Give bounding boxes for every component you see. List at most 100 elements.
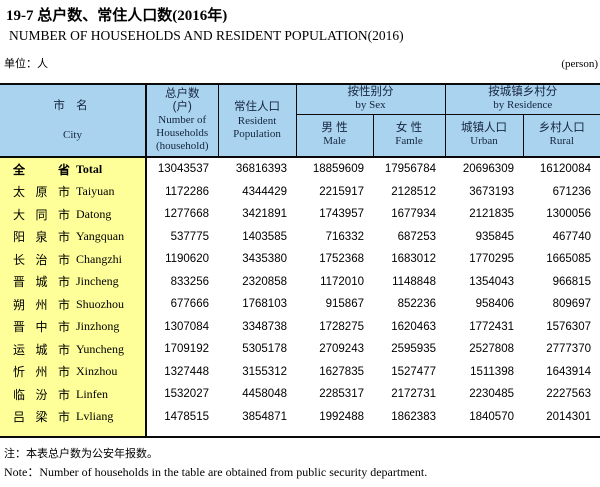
page-title-en: NUMBER OF HOUSEHOLDS AND RESIDENT POPULA…	[9, 28, 404, 43]
col-header-rural: 乡村人口 Rural	[522, 114, 600, 157]
cell-households: 1172286	[165, 185, 209, 198]
cell-female: 1148848	[392, 275, 436, 288]
col-group-by-residence-en: by Residence	[493, 99, 553, 112]
col-header-city-zh: 市 名	[53, 99, 92, 112]
table-row: 大 同 市 Datong 1277668 3421891 1743957 1677934 2…	[0, 203, 600, 226]
cell-male: 2709243	[319, 343, 364, 356]
col-header-rural-zh: 乡村人口	[538, 122, 585, 135]
cell-households: 1307084	[164, 320, 209, 333]
cell-male: 2215917	[319, 185, 364, 198]
cell-rural: 966815	[552, 275, 591, 288]
city-name-zh: 阳 泉 市	[13, 230, 70, 245]
col-header-male-zh: 男 性	[321, 122, 348, 135]
table-row: 朔 州 市 Shuozhou 677666 1768103 915867 852236 95…	[0, 293, 600, 316]
cell-households: 1709192	[164, 343, 209, 356]
col-group-by-sex-zh: 按性别分	[347, 86, 394, 99]
city-name-zh: 晋 中 市	[13, 320, 70, 335]
cell-female: 687253	[397, 230, 436, 243]
cell-female: 2172731	[391, 388, 436, 401]
cell-rural: 2014301	[546, 410, 591, 423]
cell-population: 1403585	[242, 230, 287, 243]
city-name-en: Jincheng	[76, 274, 119, 289]
cell-urban: 1770295	[469, 253, 514, 266]
cell-urban: 1772431	[469, 320, 514, 333]
col-group-by-residence: 按城镇乡村分 by Residence	[444, 84, 600, 115]
unit-row: 单位：人 (person)	[4, 57, 598, 71]
col-header-households-zh: 总户数 (户)	[165, 88, 200, 113]
cell-population: 3435380	[242, 253, 287, 266]
cell-male: 1728275	[319, 320, 364, 333]
table-row: 全 省 Total 13043537 36816393 18859609 17956784…	[0, 157, 600, 181]
cell-female: 17956784	[384, 163, 436, 176]
table-row: 长 治 市 Changzhi 1190620 3435380 1752368 168301…	[0, 248, 600, 271]
cell-households: 13043537	[157, 163, 209, 176]
cell-households: 833256	[170, 275, 209, 288]
cell-population: 3421891	[242, 208, 287, 221]
spacer-city-cell	[0, 428, 147, 437]
cell-population: 3348738	[242, 320, 287, 333]
city-name-en: Lvliang	[76, 409, 114, 424]
cell-male: 1992488	[319, 410, 364, 423]
col-header-female-en: Famle	[395, 135, 423, 148]
table-row: 晋 城 市 Jincheng 833256 2320858 1172010 1148848…	[0, 270, 600, 293]
cell-households: 1532027	[164, 388, 209, 401]
city-name-zh: 大 同 市	[13, 207, 70, 222]
spacer-data-cell	[146, 428, 600, 437]
cell-male: 18859609	[312, 163, 364, 176]
col-header-rural-en: Rural	[549, 135, 574, 148]
table-row: 吕 梁 市 Lvliang 1478515 3854871 1992488 1862383…	[0, 405, 600, 428]
cell-city: 临 汾 市 Linfen	[0, 383, 147, 406]
table-header: 市 名 City 总户数 (户) Number of Households (h…	[0, 84, 600, 157]
city-name-zh: 全 省	[13, 162, 70, 177]
cell-urban: 935845	[475, 230, 514, 243]
city-name-en: Taiyuan	[76, 184, 115, 199]
cell-city: 全 省 Total	[0, 157, 147, 181]
cell-city: 吕 梁 市 Lvliang	[0, 405, 147, 428]
cell-rural: 2227563	[546, 388, 591, 401]
col-header-population-en: Resident Population	[233, 114, 281, 140]
cell-urban: 3673193	[469, 185, 514, 198]
cell-male: 1172010	[320, 275, 364, 288]
cell-population: 1768103	[242, 298, 287, 311]
cell-city: 朔 州 市 Shuozhou	[0, 293, 147, 316]
cell-population: 4458048	[242, 388, 287, 401]
city-name-zh: 运 城 市	[13, 342, 70, 357]
city-name-zh: 临 汾 市	[13, 387, 70, 402]
cell-female: 2128512	[391, 185, 436, 198]
cell-urban: 2121835	[469, 208, 514, 221]
city-name-en: Linfen	[76, 386, 108, 401]
cell-city: 长 治 市 Changzhi	[0, 248, 147, 271]
table-row: 运 城 市 Yuncheng 1709192 5305178 2709243 259593…	[0, 338, 600, 361]
col-group-by-sex-en: by Sex	[355, 99, 386, 112]
col-header-city-en: City	[63, 128, 82, 141]
col-header-households: 总户数 (户) Number of Households (household)	[145, 84, 218, 157]
col-header-city: 市 名 City	[0, 84, 147, 157]
col-header-urban-en: Urban	[470, 135, 498, 148]
note-zh: 注：本表总户数为公安年报数。	[4, 448, 158, 460]
city-name-zh: 晋 城 市	[13, 275, 70, 290]
cell-households: 1478515	[164, 410, 209, 423]
cell-population: 3155312	[242, 365, 287, 378]
cell-population: 4344429	[242, 185, 287, 198]
col-header-male-en: Male	[323, 135, 346, 148]
col-group-by-residence-zh: 按城镇乡村分	[488, 86, 558, 99]
cell-city: 太 原 市 Taiyuan	[0, 180, 147, 203]
col-header-female: 女 性 Famle	[372, 114, 445, 157]
cell-rural: 467740	[552, 230, 591, 243]
city-name-en: Shuozhou	[76, 296, 124, 311]
cell-male: 2285317	[319, 388, 364, 401]
cell-female: 1862383	[391, 410, 436, 423]
unit-label-en: (person)	[561, 58, 598, 70]
cell-female: 852236	[397, 298, 436, 311]
cell-population: 3854871	[242, 410, 287, 423]
statistics-table: 市 名 City 总户数 (户) Number of Households (h…	[0, 83, 600, 438]
cell-population: 36816393	[235, 163, 287, 176]
cell-rural: 671236	[552, 185, 591, 198]
note-en: Note：Number of households in the table a…	[4, 465, 428, 479]
cell-city: 阳 泉 市 Yangquan	[0, 225, 147, 248]
table-row: 阳 泉 市 Yangquan 537775 1403585 716332 687253 93…	[0, 225, 600, 248]
table-row: 晋 中 市 Jinzhong 1307084 3348738 1728275 162046…	[0, 315, 600, 338]
cell-rural: 1300056	[546, 208, 591, 221]
cell-rural: 1643914	[546, 365, 591, 378]
city-name-en: Changzhi	[76, 251, 122, 266]
